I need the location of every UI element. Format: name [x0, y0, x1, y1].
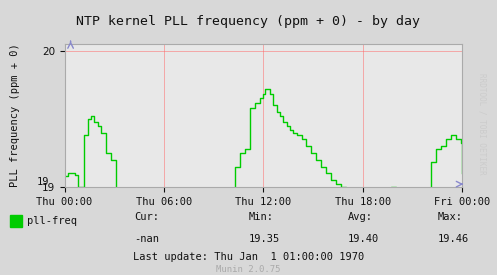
- Text: PLL frequency (ppm + 0): PLL frequency (ppm + 0): [10, 44, 20, 187]
- Text: -nan: -nan: [134, 234, 159, 244]
- Text: Cur:: Cur:: [134, 212, 159, 222]
- Text: 19.46: 19.46: [437, 234, 469, 244]
- Text: Munin 2.0.75: Munin 2.0.75: [216, 265, 281, 274]
- Text: NTP kernel PLL frequency (ppm + 0) - by day: NTP kernel PLL frequency (ppm + 0) - by …: [77, 15, 420, 28]
- Text: Max:: Max:: [437, 212, 462, 222]
- Text: Last update: Thu Jan  1 01:00:00 1970: Last update: Thu Jan 1 01:00:00 1970: [133, 252, 364, 262]
- Text: pll-freq: pll-freq: [27, 216, 78, 226]
- Text: 19.40: 19.40: [348, 234, 379, 244]
- Bar: [10, 214, 22, 227]
- Text: RRDTOOL / TOBI OETIKER: RRDTOOL / TOBI OETIKER: [478, 73, 487, 175]
- Text: 19.35: 19.35: [248, 234, 280, 244]
- Text: 19: 19: [37, 177, 50, 187]
- Text: Min:: Min:: [248, 212, 273, 222]
- Text: Avg:: Avg:: [348, 212, 373, 222]
